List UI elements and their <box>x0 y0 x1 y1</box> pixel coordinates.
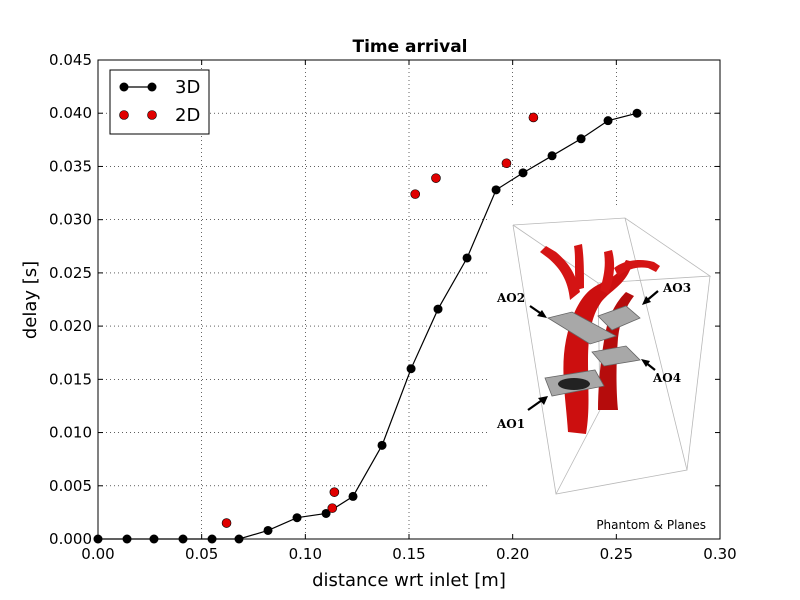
axis-ticks: 0.00 0.05 0.10 0.15 0.20 0.25 0.30 0.000 0.005 0.… <box>49 51 737 563</box>
series-2d-point <box>221 518 232 528</box>
x-tick-label: 0.15 <box>392 545 425 563</box>
series-3d-point <box>462 253 472 263</box>
measurement-planes <box>544 305 641 397</box>
series-3d-point <box>377 440 387 450</box>
x-tick-label: 0.30 <box>703 545 736 563</box>
label-ao4: AO4 <box>652 371 681 385</box>
series-3d-point <box>632 108 642 118</box>
y-tick-label: 0.045 <box>49 51 92 69</box>
y-tick-label: 0.025 <box>49 264 92 282</box>
series-2d-point <box>329 487 340 497</box>
legend-3d-label: 3D <box>175 77 200 98</box>
series-3d-point <box>576 134 586 144</box>
middle-branch-vessel <box>574 244 584 290</box>
plane-ao4 <box>591 345 641 367</box>
x-tick-label: 0.05 <box>185 545 218 563</box>
y-tick-label: 0.035 <box>49 157 92 175</box>
series-2d <box>221 112 539 528</box>
series-3d-point <box>406 364 416 374</box>
label-ao3: AO3 <box>662 281 691 295</box>
legend-2d-label: 2D <box>175 105 200 126</box>
series-3d-point <box>491 185 501 195</box>
chart-title: Time arrival <box>352 37 467 57</box>
legend-2d-marker-left <box>119 110 129 120</box>
legend-3d-marker-left <box>119 82 129 92</box>
y-tick-label: 0.040 <box>49 104 92 122</box>
label-ao2: AO2 <box>496 291 525 305</box>
inset-caption: Phantom & Planes <box>596 518 706 532</box>
x-tick-label: 0.00 <box>81 545 114 563</box>
series-3d-point <box>603 116 613 126</box>
plane-ao3 <box>597 305 641 331</box>
plane-arrows <box>527 290 659 411</box>
series-2d-point <box>410 189 421 199</box>
y-tick-label: 0.020 <box>49 317 92 335</box>
legend: 3D 2D <box>109 69 210 135</box>
plane-ao2 <box>546 311 618 345</box>
label-ao1: AO1 <box>496 417 525 431</box>
series-3d-point <box>518 168 528 178</box>
left-branch-vessel <box>540 246 580 300</box>
x-tick-label: 0.10 <box>289 545 322 563</box>
plane-ao1-ring <box>558 378 590 390</box>
series-2d-point <box>501 158 512 169</box>
y-tick-label: 0.015 <box>49 370 92 388</box>
series-3d-point <box>292 513 302 523</box>
y-tick-label: 0.005 <box>49 477 92 495</box>
legend-2d-marker-right <box>147 110 157 120</box>
x-tick-label: 0.25 <box>600 545 633 563</box>
far-right-branch-vessel <box>614 260 660 276</box>
x-axis-label: distance wrt inlet [m] <box>312 570 506 591</box>
phantom-inset: AO1 AO2 AO3 AO4 Phantom & Planes <box>490 205 722 539</box>
y-tick-label: 0.010 <box>49 424 92 442</box>
y-tick-label: 0.000 <box>49 530 92 548</box>
legend-3d-marker-right <box>147 82 157 92</box>
series-2d-point <box>528 112 539 123</box>
y-tick-label: 0.030 <box>49 211 92 229</box>
series-2d-point <box>431 173 441 183</box>
series-2d-point <box>327 503 338 513</box>
x-tick-label: 0.20 <box>496 545 529 563</box>
series-3d-point <box>433 304 443 314</box>
series-3d-point <box>348 491 358 501</box>
y-axis-label: delay [s] <box>20 261 41 339</box>
legend-box <box>109 69 210 135</box>
series-3d-point <box>547 151 557 161</box>
series-3d-point <box>263 525 273 535</box>
right-branch-vessel <box>600 250 615 294</box>
series-3d-point <box>321 508 331 518</box>
